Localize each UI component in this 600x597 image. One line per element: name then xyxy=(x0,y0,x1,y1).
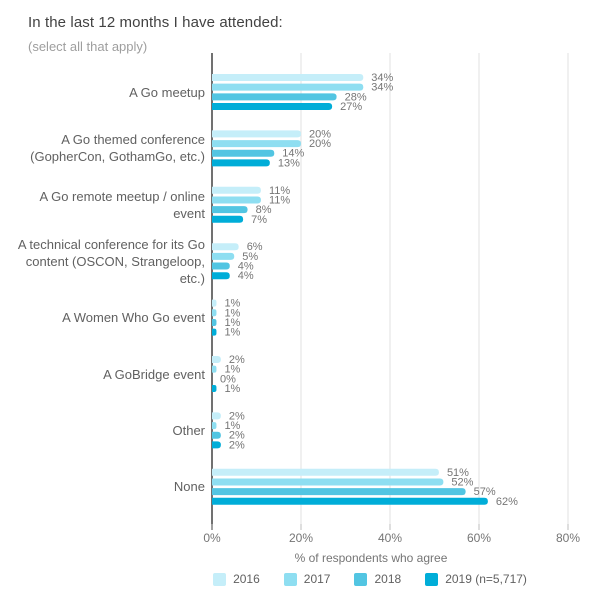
bar xyxy=(212,149,275,157)
legend-item: 2017 xyxy=(283,572,331,586)
bar xyxy=(212,385,217,393)
bar xyxy=(212,83,364,91)
bar-value-label: 5% xyxy=(242,251,258,263)
bar-value-label: 8% xyxy=(256,204,272,216)
bar-value-label: 1% xyxy=(224,317,240,329)
bar-value-label: 20% xyxy=(309,128,331,140)
bar-value-label: 1% xyxy=(224,420,240,432)
bar xyxy=(212,215,244,223)
bar-value-label: 11% xyxy=(269,194,290,206)
bar xyxy=(212,262,230,270)
chart-title: In the last 12 months I have attended: xyxy=(28,14,283,31)
bar xyxy=(212,140,301,148)
bar xyxy=(212,186,261,194)
bar xyxy=(212,130,301,138)
bar xyxy=(212,272,230,280)
legend-label: 2018 xyxy=(374,572,402,586)
bar-value-label: 7% xyxy=(251,214,267,226)
bar xyxy=(212,356,221,363)
legend-item: 2019 (n=5,717) xyxy=(425,572,527,586)
bar xyxy=(212,252,235,260)
category-label: Other xyxy=(172,422,205,438)
legend-swatch xyxy=(213,572,227,586)
bar xyxy=(212,478,444,486)
bar xyxy=(212,431,221,439)
bar-value-label: 1% xyxy=(224,364,240,376)
bar-value-label: 57% xyxy=(474,486,496,498)
bar xyxy=(212,196,261,204)
bar-value-label: 28% xyxy=(345,91,367,103)
x-tick-label: 0% xyxy=(203,531,221,545)
bar-value-label: 11% xyxy=(269,185,290,197)
bar xyxy=(212,299,217,307)
bar xyxy=(212,365,217,373)
bar xyxy=(212,441,221,449)
legend-label: 2016 xyxy=(233,572,260,586)
bar-value-label: 34% xyxy=(371,72,393,84)
category-label: A Go meetup xyxy=(129,84,205,100)
bar-value-label: 27% xyxy=(340,101,362,113)
bar xyxy=(212,159,270,167)
bar-value-label: 6% xyxy=(247,241,263,253)
bar xyxy=(212,309,217,317)
legend-swatch xyxy=(425,572,439,586)
bar-value-label: 51% xyxy=(447,467,469,479)
legend-swatch xyxy=(283,572,297,586)
bar-value-label: 20% xyxy=(309,138,331,150)
bar-value-label: 1% xyxy=(224,298,240,310)
bar-value-label: 4% xyxy=(238,270,254,282)
legend-item: 2016 xyxy=(213,572,260,586)
bar-value-label: 2% xyxy=(229,410,245,422)
legend-label: 2019 (n=5,717) xyxy=(445,572,527,586)
bar-value-label: 2% xyxy=(229,354,245,366)
bar xyxy=(212,206,248,214)
legend-label: 2017 xyxy=(303,572,331,586)
category-label: A technical conference for its Go content… xyxy=(17,236,205,286)
bar-value-label: 34% xyxy=(371,82,393,94)
bar xyxy=(212,488,466,496)
legend-item: 2018 xyxy=(354,572,401,586)
bar xyxy=(212,468,439,476)
legend: 2016 2017 2018 2019 (n=5,717) xyxy=(140,570,600,588)
x-axis-title: % of respondents who agree xyxy=(294,551,448,565)
bar-value-label: 1% xyxy=(224,383,240,395)
x-tick-label: 20% xyxy=(289,531,313,545)
category-label: None xyxy=(173,479,205,495)
bar-value-label: 1% xyxy=(224,327,240,339)
bar-value-label: 1% xyxy=(224,307,240,319)
bar-value-label: 14% xyxy=(282,148,304,160)
bar xyxy=(212,318,217,326)
bar xyxy=(212,103,333,111)
category-label: A Go remote meetup / online event xyxy=(39,188,205,221)
bar xyxy=(212,328,217,336)
bar-value-label: 0% xyxy=(220,373,236,385)
bar xyxy=(212,497,488,505)
category-label: A GoBridge event xyxy=(103,366,205,382)
bar xyxy=(212,74,364,81)
bar xyxy=(212,243,239,251)
bar xyxy=(212,412,221,420)
x-tick-label: 60% xyxy=(467,531,491,545)
bar xyxy=(212,422,217,430)
category-label: A Go themed conference (GopherCon, Gotham… xyxy=(30,132,205,165)
category-label: A Women Who Go event xyxy=(62,310,205,326)
legend-swatch xyxy=(354,572,368,586)
bar-value-label: 13% xyxy=(278,157,300,169)
bar xyxy=(212,93,337,101)
bar-value-label: 52% xyxy=(451,476,473,488)
x-tick-label: 80% xyxy=(556,531,580,545)
x-tick-label: 40% xyxy=(378,531,402,545)
bar-value-label: 2% xyxy=(229,439,245,451)
bar-value-label: 62% xyxy=(496,496,518,508)
bar-value-label: 4% xyxy=(238,261,254,273)
bar-value-label: 2% xyxy=(229,430,245,442)
chart-subtitle: (select all that apply) xyxy=(28,39,148,54)
